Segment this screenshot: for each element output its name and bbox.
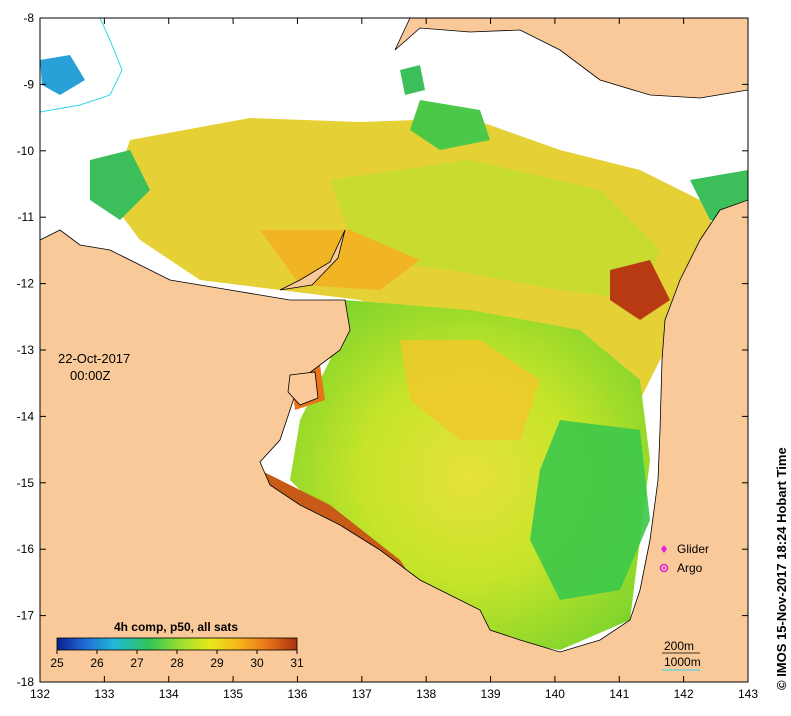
y-tick-label: -18 xyxy=(17,675,35,689)
groote-eylandt xyxy=(287,371,319,406)
y-tick-label: -17 xyxy=(17,609,35,623)
y-tick-label: -10 xyxy=(17,144,35,158)
colorbar-tick-label: 31 xyxy=(290,656,304,670)
x-tick-label: 140 xyxy=(545,687,565,701)
x-tick-label: 139 xyxy=(481,687,501,701)
colorbar-ticks: 25 26 27 28 29 30 31 xyxy=(50,650,304,670)
colorbar-tick-label: 27 xyxy=(130,656,144,670)
y-tick-label: -13 xyxy=(17,343,35,357)
marker-legend: Glider Argo xyxy=(677,542,709,575)
land xyxy=(40,18,748,682)
isobath-1000m-label: 1000m xyxy=(664,655,701,669)
y-tick-label: -9 xyxy=(23,77,34,91)
credit-label: © IMOS 15-Nov-2017 18:24 Hobart Time xyxy=(774,447,789,690)
x-tick-label: 138 xyxy=(416,687,436,701)
legend-argo-label: Argo xyxy=(677,561,703,575)
colorbar-tick-label: 30 xyxy=(250,656,264,670)
timestamp-block: 22-Oct-2017 00:00Z xyxy=(58,350,130,384)
date-label: 22-Oct-2017 xyxy=(58,351,131,366)
isobath-1000m xyxy=(40,18,123,113)
x-axis-ticks: 132 133 134 135 136 137 138 139 140 141 142 143 xyxy=(30,18,758,701)
colorbar: 4h comp, p50, all sats 25 26 27 28 29 30 31 xyxy=(50,620,304,670)
x-tick-label: 135 xyxy=(223,687,243,701)
colorbar-tick-label: 29 xyxy=(210,656,224,670)
x-tick-label: 141 xyxy=(609,687,629,701)
colorbar-tick-label: 28 xyxy=(170,656,184,670)
y-tick-label: -15 xyxy=(17,476,35,490)
y-tick-label: -16 xyxy=(17,542,35,556)
x-tick-label: 134 xyxy=(159,687,179,701)
y-axis-ticks: -8 -9 -10 -11 -12 -13 -14 -15 -16 -17 -18 xyxy=(17,11,748,689)
argo-marker xyxy=(659,563,669,573)
x-tick-label: 132 xyxy=(30,687,50,701)
isobath-legend: 200m 1000m xyxy=(662,639,701,671)
y-tick-label: -14 xyxy=(17,409,35,423)
x-tick-label: 137 xyxy=(352,687,372,701)
arnhem-land-landmass xyxy=(40,199,748,682)
y-tick-label: -12 xyxy=(17,277,35,291)
colorbar-tick-label: 25 xyxy=(50,656,64,670)
colorbar-tick-label: 26 xyxy=(90,656,104,670)
legend-glider-label: Glider xyxy=(677,542,709,556)
x-tick-label: 143 xyxy=(738,687,758,701)
x-tick-label: 136 xyxy=(287,687,307,701)
x-tick-label: 142 xyxy=(674,687,694,701)
glider-marker xyxy=(661,545,667,553)
y-tick-label: -8 xyxy=(23,11,34,25)
isobath-200m-label: 200m xyxy=(664,639,694,653)
x-tick-label: 133 xyxy=(94,687,114,701)
islands xyxy=(279,229,346,406)
new-guinea-landmass xyxy=(394,18,748,99)
y-tick-label: -11 xyxy=(18,210,35,224)
melville-island xyxy=(279,229,346,291)
time-label: 00:00Z xyxy=(70,368,111,383)
colorbar-gradient xyxy=(56,637,298,651)
colorbar-title: 4h comp, p50, all sats xyxy=(114,620,238,634)
